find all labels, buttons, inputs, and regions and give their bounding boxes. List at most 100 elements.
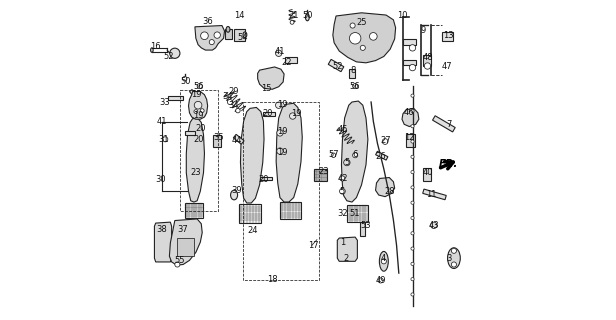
Text: 20: 20 (194, 135, 205, 144)
Polygon shape (333, 13, 395, 63)
Text: 14: 14 (234, 12, 245, 20)
Text: 16: 16 (150, 42, 161, 52)
Text: 57: 57 (329, 150, 339, 159)
Polygon shape (155, 222, 172, 262)
Polygon shape (432, 116, 455, 132)
Ellipse shape (243, 32, 247, 38)
Text: 20: 20 (195, 124, 206, 132)
Bar (238, 204, 261, 223)
Text: 3: 3 (446, 254, 452, 263)
Text: 51: 51 (349, 209, 360, 218)
Text: 19: 19 (190, 90, 201, 99)
Circle shape (197, 84, 202, 89)
Text: 12: 12 (404, 132, 415, 141)
Text: 28: 28 (384, 187, 395, 196)
Text: 5: 5 (340, 187, 345, 196)
Text: 1: 1 (340, 238, 345, 247)
Polygon shape (402, 108, 419, 126)
Text: 40: 40 (422, 168, 432, 177)
Polygon shape (240, 108, 264, 203)
Polygon shape (263, 112, 275, 116)
Text: 18: 18 (267, 275, 278, 284)
Circle shape (236, 108, 240, 113)
Text: 19: 19 (277, 127, 287, 136)
Polygon shape (338, 237, 357, 261)
Bar (213, 134, 221, 147)
Bar (347, 205, 368, 222)
Circle shape (227, 100, 232, 105)
Circle shape (275, 50, 282, 56)
Text: 21: 21 (288, 11, 299, 20)
Polygon shape (403, 60, 416, 65)
Bar (177, 238, 194, 256)
Text: 41: 41 (156, 117, 167, 126)
Text: 20: 20 (259, 175, 269, 184)
Text: 24: 24 (247, 226, 257, 235)
Polygon shape (186, 119, 205, 202)
Polygon shape (185, 131, 195, 135)
Circle shape (163, 137, 168, 142)
Circle shape (170, 48, 180, 58)
Circle shape (411, 124, 414, 128)
Polygon shape (190, 90, 200, 100)
Bar (423, 55, 431, 66)
Text: 37: 37 (178, 225, 188, 234)
Bar (243, 102, 319, 280)
Bar (180, 90, 218, 211)
Text: 19: 19 (291, 109, 301, 118)
Text: 23: 23 (318, 167, 328, 176)
Text: 25: 25 (356, 18, 367, 27)
Circle shape (381, 259, 386, 264)
Polygon shape (403, 39, 416, 45)
Circle shape (275, 102, 282, 108)
Circle shape (344, 159, 350, 166)
Polygon shape (259, 177, 272, 180)
Circle shape (411, 232, 414, 235)
Polygon shape (188, 92, 208, 119)
Circle shape (409, 45, 416, 51)
Circle shape (339, 188, 346, 194)
Polygon shape (257, 67, 284, 89)
Circle shape (411, 262, 414, 266)
Circle shape (175, 262, 180, 267)
Circle shape (352, 84, 358, 89)
Bar (360, 222, 365, 236)
Text: 49: 49 (375, 276, 386, 285)
Circle shape (411, 293, 414, 296)
Text: 50: 50 (302, 11, 314, 20)
Polygon shape (276, 103, 302, 202)
Circle shape (411, 216, 414, 220)
Text: 23: 23 (190, 168, 201, 177)
Polygon shape (423, 189, 446, 200)
Text: 47: 47 (441, 61, 452, 70)
Text: 11: 11 (426, 190, 437, 199)
Text: 52: 52 (163, 52, 174, 61)
Circle shape (370, 33, 377, 40)
Circle shape (411, 140, 414, 143)
Circle shape (200, 109, 204, 113)
Text: 44: 44 (232, 136, 243, 145)
Text: 53: 53 (361, 221, 371, 230)
Circle shape (290, 113, 296, 119)
Text: 54: 54 (237, 33, 248, 42)
Ellipse shape (230, 190, 238, 200)
Circle shape (277, 130, 283, 136)
Circle shape (350, 23, 355, 28)
Circle shape (349, 33, 361, 44)
Ellipse shape (306, 14, 309, 21)
Text: 38: 38 (156, 225, 167, 234)
Circle shape (411, 201, 414, 204)
Text: 33: 33 (160, 98, 170, 107)
Text: 45: 45 (337, 125, 347, 134)
Polygon shape (328, 60, 344, 72)
Bar (185, 203, 203, 218)
Polygon shape (341, 101, 368, 202)
Circle shape (452, 248, 456, 253)
Polygon shape (376, 178, 395, 197)
Text: 27: 27 (381, 136, 391, 145)
Text: 19: 19 (277, 100, 287, 109)
Text: 52: 52 (332, 61, 342, 70)
Text: 50: 50 (180, 77, 190, 86)
Bar (314, 169, 328, 181)
Bar (280, 202, 301, 219)
